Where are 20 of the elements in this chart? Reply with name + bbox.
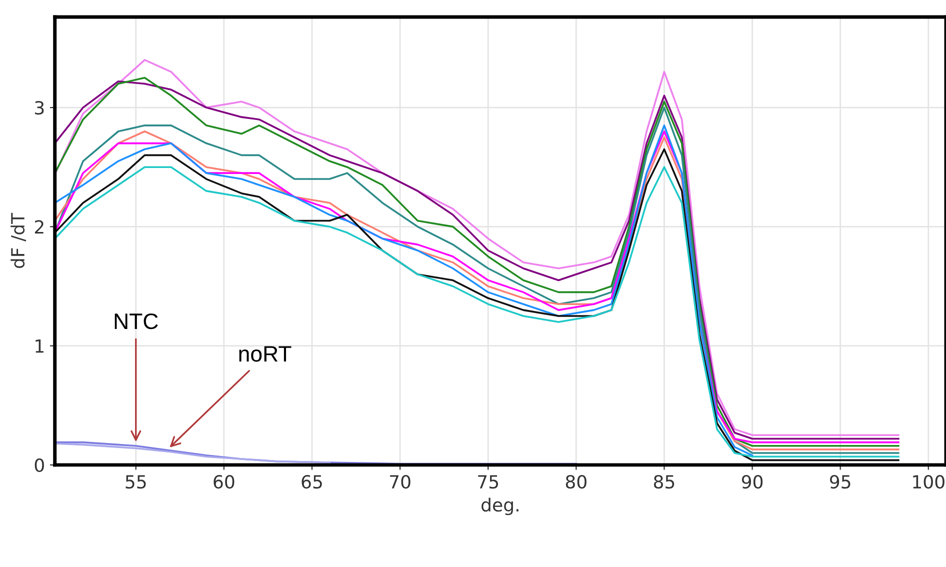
annotation: NTC — [114, 313, 158, 330]
y-tick-label: 0 — [34, 458, 44, 472]
line-series — [54, 124, 754, 456]
x-tick-label: 80 — [566, 474, 586, 489]
x-tick-label: 90 — [742, 474, 763, 489]
y-tick-label: 1 — [36, 340, 44, 353]
line-series — [54, 442, 331, 464]
y-tick-label: 3 — [35, 101, 44, 115]
x-tick-label: 70 — [390, 474, 410, 489]
y-axis-title: dF /dT — [10, 212, 26, 268]
x-tick-label: 75 — [478, 475, 498, 489]
x-axis-title: deg. — [482, 498, 518, 516]
x-tick-label: 60 — [214, 474, 234, 489]
x-tick-label: 55 — [126, 475, 146, 489]
x-tick-label: 100 — [913, 474, 944, 489]
y-tick-label: 2 — [34, 220, 44, 234]
x-tick-label: 85 — [654, 474, 674, 489]
x-tick-label: 65 — [302, 474, 322, 489]
x-tick-label: 95 — [830, 474, 850, 489]
annotation: noRT — [239, 346, 292, 362]
